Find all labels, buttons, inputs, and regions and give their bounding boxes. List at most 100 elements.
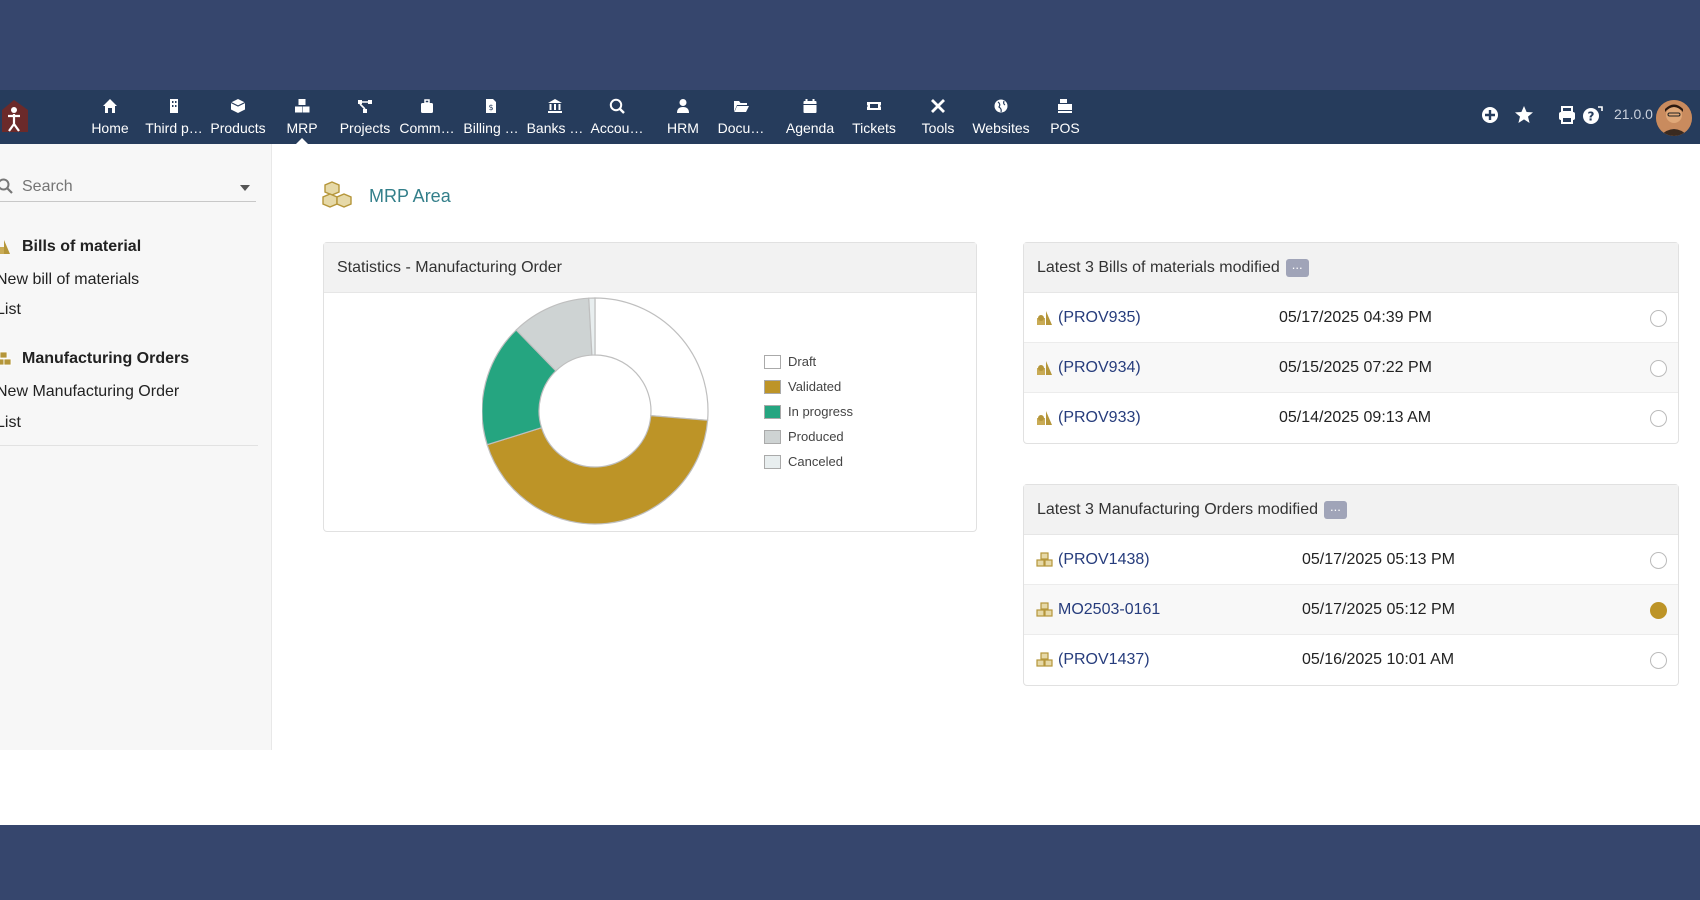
latest-boms-title: Latest 3 Bills of materials modified...: [1037, 258, 1309, 277]
user-avatar[interactable]: [1656, 100, 1692, 136]
nav-item-agenda[interactable]: Agenda: [780, 90, 840, 144]
nav-item-label: Agenda: [785, 120, 835, 136]
legend-swatch: [764, 430, 781, 444]
cubes-icon: [1036, 602, 1054, 623]
nav-item-label: POS: [1050, 120, 1080, 136]
status-indicator: [1650, 410, 1667, 427]
page-content: Bills of material New bill of materials …: [0, 144, 1700, 825]
legend-swatch: [764, 405, 781, 419]
more-button[interactable]: ...: [1285, 258, 1309, 277]
record-ref-link[interactable]: MO2503-0161: [1058, 601, 1161, 618]
nav-item-label: HRM: [667, 120, 699, 136]
help-icon[interactable]: ?: [1582, 105, 1606, 129]
manufacturing-order-donut-chart: [482, 297, 709, 525]
statistics-box: Statistics - Manufacturing Order Draft Va…: [323, 242, 977, 532]
legend-swatch: [764, 355, 781, 369]
statistics-box-header: Statistics - Manufacturing Order: [324, 243, 976, 293]
nav-item-label: Tools: [921, 120, 955, 136]
sidebar-heading-bills-of-material[interactable]: Bills of material: [0, 238, 240, 258]
cash-register-icon: [1035, 98, 1095, 118]
statistics-box-title: Statistics - Manufacturing Order: [337, 259, 562, 276]
version-label: 21.0.0: [1614, 106, 1653, 122]
ticket-icon: [844, 98, 904, 118]
sidebar-heading-label: Bills of material: [22, 238, 142, 255]
print-icon[interactable]: [1557, 105, 1581, 129]
svg-text:$: $: [488, 103, 493, 112]
search-icon: [0, 178, 13, 199]
nav-item-websites[interactable]: Websites: [971, 90, 1031, 144]
folder-open-icon: [711, 98, 771, 118]
nav-item-mrp[interactable]: MRP: [272, 90, 332, 144]
app-logo[interactable]: [0, 96, 30, 136]
record-ref-link[interactable]: (PROV1437): [1058, 651, 1150, 668]
building-icon: [144, 98, 204, 118]
legend-label: Produced: [788, 429, 844, 444]
nav-item-label: Banks …: [526, 120, 584, 136]
status-indicator: [1650, 652, 1667, 669]
nav-item-banks[interactable]: Banks …: [525, 90, 585, 144]
legend-swatch: [764, 455, 781, 469]
legend-label: Validated: [788, 379, 842, 394]
suitcase-icon: [397, 98, 457, 118]
more-button[interactable]: ...: [1324, 500, 1347, 519]
nav-item-third-p[interactable]: Third p…: [144, 90, 204, 144]
nav-item-tickets[interactable]: Tickets: [844, 90, 904, 144]
sidebar-link-mo-list[interactable]: List: [0, 414, 21, 431]
search-dollar-icon: [587, 98, 647, 118]
nav-item-docu[interactable]: Docu…: [711, 90, 771, 144]
nav-item-billing[interactable]: $ Billing …: [461, 90, 521, 144]
svg-text:?: ?: [1588, 110, 1595, 124]
modified-date: 05/17/2025 05:12 PM: [1302, 601, 1456, 618]
nav-item-label: Products: [210, 120, 266, 136]
sidebar-link-new-mo[interactable]: New Manufacturing Order: [0, 383, 180, 400]
bom-icon: [1036, 310, 1054, 331]
donut-slice-draft: [594, 297, 709, 421]
modified-date: 05/16/2025 10:01 AM: [1302, 651, 1455, 668]
nav-item-products[interactable]: Products: [208, 90, 268, 144]
home-icon: [80, 98, 140, 118]
nav-item-hrm[interactable]: HRM: [653, 90, 713, 144]
bookmark-star-icon[interactable]: [1514, 105, 1538, 129]
cubes-icon: [1036, 552, 1054, 573]
nav-item-label: Tickets: [852, 120, 896, 136]
sidebar-divider: [0, 445, 258, 446]
bom-icon: [1036, 360, 1054, 381]
nav-item-pos[interactable]: POS: [1035, 90, 1095, 144]
project-diagram-icon: [335, 98, 395, 118]
globe-icon: [971, 98, 1031, 118]
sidebar-heading-manufacturing-orders[interactable]: Manufacturing Orders: [0, 350, 240, 370]
cube-icon: [208, 98, 268, 118]
status-indicator: [1650, 602, 1667, 619]
bom-icon: [1036, 410, 1054, 431]
nav-item-label: MRP: [286, 120, 318, 136]
nav-item-label: Projects: [339, 120, 391, 136]
record-ref-link[interactable]: (PROV1438): [1058, 551, 1150, 568]
left-sidebar: Bills of material New bill of materials …: [0, 144, 272, 750]
nav-item-label: Accou…: [590, 120, 644, 136]
list-item: (PROV934) 05/15/2025 07:22 PM: [1024, 343, 1678, 393]
record-ref-link[interactable]: (PROV933): [1058, 409, 1141, 426]
nav-item-home[interactable]: Home: [80, 90, 140, 144]
chevron-down-icon[interactable]: [240, 185, 250, 191]
search-input[interactable]: [22, 176, 222, 198]
status-indicator: [1650, 360, 1667, 377]
modified-date: 05/15/2025 07:22 PM: [1279, 359, 1433, 376]
nav-item-projects[interactable]: Projects: [335, 90, 395, 144]
nav-item-label: Third p…: [145, 120, 203, 136]
record-ref-link[interactable]: (PROV934): [1058, 359, 1141, 376]
nav-item-label: Docu…: [717, 120, 765, 136]
modified-date: 05/17/2025 05:13 PM: [1302, 551, 1456, 568]
record-ref-link[interactable]: (PROV935): [1058, 309, 1141, 326]
sidebar-link-bom-list[interactable]: List: [0, 301, 21, 318]
calendar-icon: [780, 98, 840, 118]
nav-item-accou[interactable]: Accou…: [587, 90, 647, 144]
nav-item-comm[interactable]: Comm…: [397, 90, 457, 144]
sidebar-link-new-bom[interactable]: New bill of materials: [0, 271, 140, 288]
latest-boms-header: Latest 3 Bills of materials modified...: [1024, 243, 1678, 293]
list-item: (PROV933) 05/14/2025 09:13 AM: [1024, 393, 1678, 443]
quick-add-icon[interactable]: [1480, 105, 1504, 129]
status-indicator: [1650, 552, 1667, 569]
sidebar-heading-label: Manufacturing Orders: [22, 350, 190, 367]
top-right-tools: ? 21.0.0: [1470, 90, 1700, 144]
nav-item-tools[interactable]: Tools: [908, 90, 968, 144]
